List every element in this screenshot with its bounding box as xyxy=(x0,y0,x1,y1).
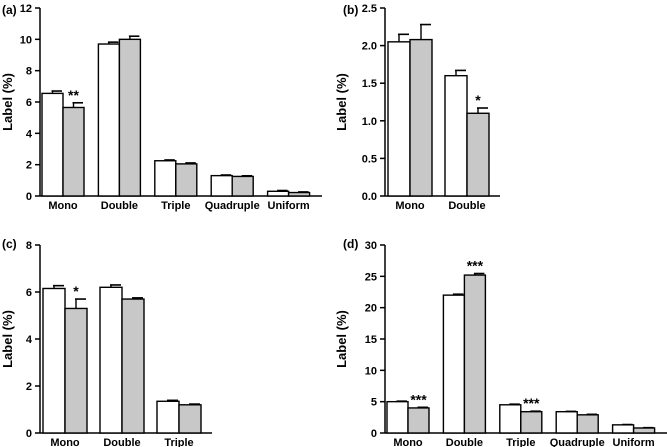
panel-d-bar xyxy=(442,294,466,434)
panel-d-ytick-label: 15 xyxy=(365,334,377,346)
panel-b-plot: 0.0 0.5 1.0 1.5 2.0 2.5 Mono Double * xyxy=(362,3,500,212)
panel-c-bar xyxy=(178,404,202,434)
panel-d-category-label: Uniform xyxy=(613,437,655,447)
panel-c-ytick-label: 4 xyxy=(26,334,33,346)
panel-b-significance-marker: * xyxy=(475,92,481,108)
panel-c-ytick-label: 2 xyxy=(26,381,32,393)
panel-c-bar xyxy=(156,400,180,434)
panel-d-ytick-label: 0 xyxy=(371,428,377,440)
panel-d-category-label: Triple xyxy=(506,437,535,447)
panel-d-ytick-label: 5 xyxy=(371,397,377,409)
panel-a-ytick-label: 0 xyxy=(26,191,32,203)
panel-c-bar xyxy=(42,287,66,434)
panel-d-category-label: Quadruple xyxy=(550,437,605,447)
panel-a-ytick-label: 2 xyxy=(26,160,32,172)
panel-a-bar xyxy=(210,174,233,197)
panel-b-bar xyxy=(409,38,433,197)
panel-a-ytick-label: 8 xyxy=(26,66,32,78)
panel-d-bar xyxy=(576,414,599,434)
panel-c-bar xyxy=(64,307,88,434)
panel-d-bar xyxy=(499,404,522,434)
panel-a-ytick-label: 12 xyxy=(20,3,32,15)
panel-d-ytick-label: 25 xyxy=(365,271,377,283)
panel-d-bar xyxy=(520,410,543,434)
panel-b-label: (b) xyxy=(343,3,358,17)
panel-a-bar xyxy=(41,92,64,197)
panel-a-bar xyxy=(97,43,121,197)
panel-c-ytick-label: 8 xyxy=(26,240,32,252)
panel-d-bar xyxy=(407,407,430,434)
panel-a-significance-marker: ** xyxy=(68,87,79,103)
panel-a-ylabel: Label (%) xyxy=(0,73,15,131)
panel-d: (d) Label (%) 0 5 10 15 20 25 30 Mono Double Trip… xyxy=(334,237,667,447)
panel-d-ylabel: Label (%) xyxy=(334,310,349,368)
panel-a-bar xyxy=(118,38,142,197)
panel-a-category-label: Quadruple xyxy=(205,200,260,212)
panel-d-plot: 0 5 10 15 20 25 30 Mono Double Triple Quadruple Uni… xyxy=(365,240,667,447)
panel-c-ylabel: Label (%) xyxy=(0,310,15,368)
panel-d-ytick-label: 30 xyxy=(365,240,377,252)
panel-d-bar xyxy=(611,424,635,434)
panel-c-label: (c) xyxy=(2,237,17,251)
panel-a-bar xyxy=(266,190,290,197)
panel-d-significance-marker: *** xyxy=(467,258,484,274)
panel-b-category-label: Double xyxy=(448,200,485,212)
panel-b: (b) Label (%) 0.0 0.5 1.0 1.5 2.0 2.5 Mono Doub… xyxy=(334,3,500,212)
panel-a-category-label: Double xyxy=(101,200,138,212)
panel-d-bar xyxy=(386,400,409,434)
panel-b-ytick-label: 0.0 xyxy=(362,191,377,203)
panel-a-ytick-label: 6 xyxy=(26,97,32,109)
panel-b-bar xyxy=(444,74,468,197)
panel-a-plot: 0 2 4 6 8 10 12 Mono Double Triple Quadruple Unifor… xyxy=(20,3,322,212)
panel-b-ytick-label: 0.5 xyxy=(362,153,377,165)
panel-a-bar xyxy=(154,160,177,197)
panel-b-bar xyxy=(387,41,411,197)
panel-d-category-label: Mono xyxy=(393,437,423,447)
panel-b-ytick-label: 2.0 xyxy=(362,41,377,53)
panel-d-bar xyxy=(555,410,578,434)
panel-a-category-label: Uniform xyxy=(268,200,310,212)
panel-b-ytick-label: 1.5 xyxy=(362,78,377,90)
panel-c: (c) Label (%) 0 2 4 6 8 Mono Double Triple * xyxy=(0,237,212,447)
panel-b-category-label: Mono xyxy=(395,200,425,212)
panel-d-significance-marker: *** xyxy=(523,395,540,411)
panel-a: (a) Label (%) 0 2 4 6 8 10 12 Mono Double Triple Q… xyxy=(0,3,322,212)
panel-a-bar xyxy=(287,191,311,197)
panel-c-ytick-label: 6 xyxy=(26,287,32,299)
panel-c-significance-marker: * xyxy=(73,283,79,299)
panel-d-category-label: Double xyxy=(446,437,483,447)
panel-c-bar xyxy=(99,286,123,434)
panel-c-plot: 0 2 4 6 8 Mono Double Triple * xyxy=(26,240,212,447)
panel-c-category-label: Double xyxy=(103,437,140,447)
panel-d-bar xyxy=(632,427,656,434)
panel-c-bar xyxy=(121,298,145,434)
panel-c-category-label: Mono xyxy=(50,437,80,447)
panel-c-category-label: Triple xyxy=(164,437,193,447)
panel-d-ytick-label: 10 xyxy=(365,365,377,377)
panel-b-bar xyxy=(466,112,490,197)
panel-a-ytick-label: 10 xyxy=(20,34,32,46)
panel-d-ytick-label: 20 xyxy=(365,303,377,315)
panel-b-ylabel: Label (%) xyxy=(334,73,349,131)
panel-a-label: (a) xyxy=(2,3,17,17)
panel-b-ytick-label: 1.0 xyxy=(362,116,377,128)
panel-d-significance-marker: *** xyxy=(410,391,427,407)
panel-a-category-label: Mono xyxy=(48,200,78,212)
panel-d-bar xyxy=(463,274,487,434)
panel-a-bar xyxy=(231,175,254,197)
panel-c-ytick-label: 0 xyxy=(26,428,32,440)
panel-d-label: (d) xyxy=(343,237,358,251)
panel-a-category-label: Triple xyxy=(161,200,190,212)
panel-a-bar xyxy=(62,106,85,197)
panel-a-bar xyxy=(175,163,198,197)
panel-a-ytick-label: 4 xyxy=(26,128,33,140)
panel-b-ytick-label: 2.5 xyxy=(362,3,377,15)
